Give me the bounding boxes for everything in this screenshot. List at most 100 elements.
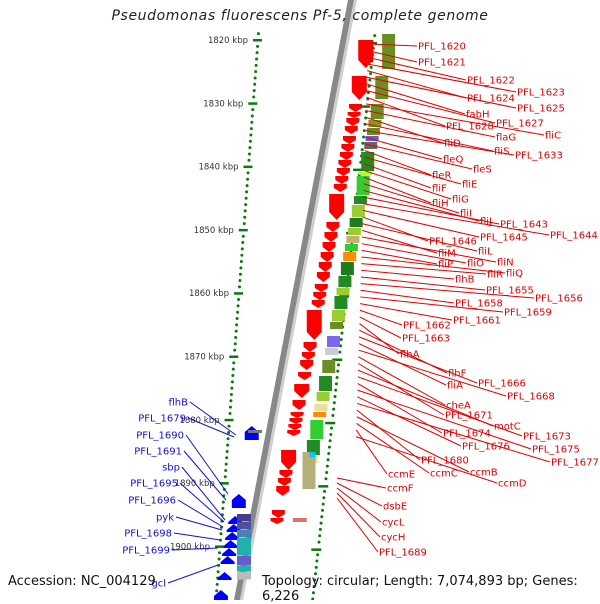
forward-gene[interactable] (271, 510, 285, 518)
gene-label[interactable]: PFL_1627 (496, 119, 544, 130)
forward-gene[interactable] (313, 292, 327, 300)
gene-label[interactable]: PFL_1699 (122, 546, 170, 557)
forward-gene[interactable] (287, 430, 301, 436)
gene-label[interactable]: motC (494, 422, 521, 433)
forward-gene[interactable] (347, 112, 361, 118)
gene-label[interactable]: PFL_1623 (517, 88, 565, 99)
gene-label[interactable]: fabH (466, 110, 490, 121)
forward-gene[interactable] (300, 360, 314, 370)
forward-gene[interactable] (298, 372, 312, 380)
gene-label[interactable]: fliH (432, 199, 449, 210)
gene-label[interactable]: fliM (438, 249, 456, 260)
gene-label[interactable]: PFL_1628 (446, 122, 494, 133)
gene-label[interactable]: fleR (432, 171, 451, 182)
forward-gene[interactable] (279, 470, 293, 478)
forward-gene[interactable] (288, 424, 302, 430)
forward-gene[interactable] (318, 262, 332, 272)
forward-gene[interactable] (289, 418, 303, 424)
gene-label[interactable]: PFL_1679 (138, 414, 186, 425)
forward-gene[interactable] (303, 342, 317, 352)
gene-label[interactable]: fliI (460, 209, 472, 220)
forward-gene[interactable] (326, 222, 340, 232)
gene-label[interactable]: PFL_1645 (480, 233, 528, 244)
gene-label[interactable]: PFL_1656 (535, 294, 583, 305)
forward-gene[interactable] (358, 40, 374, 68)
gene-label[interactable]: PFL_1644 (550, 231, 598, 242)
gene-label[interactable]: PFL_1695 (130, 479, 178, 490)
gene-label[interactable]: PFL_1680 (421, 456, 469, 467)
forward-gene[interactable] (277, 478, 291, 486)
gene-label[interactable]: PFL_1658 (455, 299, 503, 310)
gene-label[interactable]: flhF (448, 369, 467, 380)
reverse-gene[interactable] (225, 532, 240, 540)
reverse-gene[interactable] (213, 590, 228, 600)
forward-gene[interactable] (311, 300, 325, 308)
forward-gene[interactable] (316, 272, 330, 282)
gene-label[interactable]: fleS (473, 165, 492, 176)
gene-label[interactable]: pyk (156, 513, 174, 524)
forward-gene[interactable] (335, 176, 349, 184)
gene-label[interactable]: ccmD (498, 479, 527, 490)
forward-gene[interactable] (294, 384, 310, 398)
gene-label[interactable]: fliR (487, 270, 503, 281)
forward-gene[interactable] (336, 168, 350, 176)
gene-label[interactable]: PFL_1661 (453, 316, 501, 327)
gene-label[interactable]: fliP (438, 260, 453, 271)
forward-gene[interactable] (348, 104, 362, 112)
reverse-gene[interactable] (231, 494, 246, 508)
forward-gene[interactable] (276, 486, 290, 496)
gene-label[interactable]: PFL_1643 (500, 220, 548, 231)
gene-label[interactable]: PFL_1696 (128, 496, 176, 507)
forward-gene[interactable] (292, 400, 306, 410)
gene-label[interactable]: PFL_1673 (523, 432, 571, 443)
forward-gene[interactable] (324, 232, 338, 242)
forward-gene[interactable] (346, 118, 360, 126)
gene-label[interactable]: PFL_1690 (136, 431, 184, 442)
gene-label[interactable]: PFL_1674 (443, 429, 491, 440)
gene-label[interactable]: fliS (494, 147, 509, 158)
forward-gene[interactable] (344, 126, 358, 134)
reverse-gene[interactable] (223, 540, 238, 548)
gene-label[interactable]: PFL_1624 (467, 94, 515, 105)
gene-label[interactable]: fleQ (443, 155, 463, 166)
gene-label[interactable]: PFL_1633 (515, 151, 563, 162)
gene-label[interactable]: PFL_1666 (478, 379, 526, 390)
forward-gene[interactable] (306, 310, 322, 340)
forward-gene[interactable] (301, 352, 315, 360)
gene-label[interactable]: fliE (462, 180, 477, 191)
gene-label[interactable]: ccmF (387, 484, 414, 495)
gene-label[interactable]: dsbE (383, 502, 407, 513)
gene-label[interactable]: PFL_1655 (486, 286, 534, 297)
gene-label[interactable]: flaG (496, 133, 516, 144)
forward-gene[interactable] (333, 184, 347, 192)
forward-gene[interactable] (270, 518, 284, 524)
gene-label[interactable]: PFL_1620 (418, 42, 466, 53)
gene-label[interactable]: ccmB (470, 468, 498, 479)
forward-gene[interactable] (290, 412, 304, 418)
forward-gene[interactable] (314, 284, 328, 292)
gene-label[interactable]: flhB (169, 398, 189, 409)
gene-label[interactable]: cycL (382, 518, 405, 529)
gene-label[interactable]: cheA (446, 401, 471, 412)
gene-label[interactable]: fliD (444, 139, 461, 150)
forward-gene[interactable] (339, 152, 353, 160)
gene-label[interactable]: fliQ (506, 269, 523, 280)
gene-label[interactable]: PFL_1668 (507, 392, 555, 403)
gene-label[interactable]: fliF (432, 184, 447, 195)
gene-label[interactable]: ccmE (388, 470, 415, 481)
gene-label[interactable]: fliC (545, 131, 561, 142)
gene-label[interactable]: PFL_1689 (379, 548, 427, 559)
gene-label[interactable]: PFL_1621 (418, 58, 466, 69)
gene-label[interactable]: cycH (381, 533, 405, 544)
forward-gene[interactable] (341, 144, 355, 152)
forward-gene[interactable] (342, 136, 356, 144)
forward-gene[interactable] (320, 252, 334, 262)
forward-gene[interactable] (338, 160, 352, 168)
gene-label[interactable]: PFL_1622 (467, 76, 515, 87)
gene-label[interactable]: PFL_1662 (403, 321, 451, 332)
gene-label[interactable]: fliL (478, 247, 493, 258)
gene-label[interactable]: fliN (497, 258, 514, 269)
forward-gene[interactable] (329, 194, 345, 220)
reverse-gene[interactable] (217, 572, 232, 580)
gene-label[interactable]: PFL_1691 (134, 447, 182, 458)
